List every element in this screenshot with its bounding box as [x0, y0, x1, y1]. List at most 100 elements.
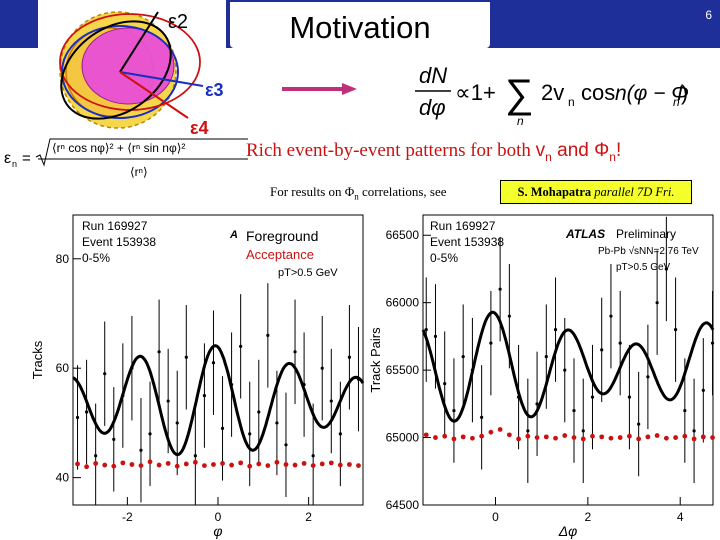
acceptance-point — [543, 434, 549, 440]
y-tick-label: 64500 — [386, 498, 420, 512]
foreground-point — [480, 415, 484, 419]
acceptance-point — [636, 436, 642, 442]
eccentricity-formula: ε n = ⟨rⁿ cos nφ⟩² + ⟨rⁿ sin nφ⟩² ⟨rⁿ⟩ — [4, 138, 248, 179]
acceptance-point — [710, 435, 715, 440]
foreground-point — [239, 344, 243, 348]
foreground-point — [157, 350, 161, 354]
badge-rest: parallel 7D Fri. — [591, 185, 675, 199]
acceptance-point — [211, 462, 216, 467]
foreground-point — [618, 341, 622, 345]
track-pairs-chart: Run 169927 Event 153938 0-5% ATLAS Preli… — [368, 214, 715, 539]
acceptance-point — [93, 461, 99, 466]
acceptance-point — [256, 461, 262, 467]
foreground-point — [248, 432, 252, 436]
acceptance-point — [460, 434, 466, 440]
foreground-point — [646, 375, 650, 379]
acceptance-point — [590, 433, 595, 439]
legend-foreground: Foreground — [246, 228, 318, 244]
nucleon-cloud — [59, 11, 204, 129]
foreground-point — [266, 333, 270, 337]
acceptance-point — [84, 464, 89, 470]
ann-pt: pT>0.5 GeV — [278, 267, 338, 279]
y-tick-label: 66000 — [386, 296, 420, 310]
ann-run: Run 169927 — [430, 219, 496, 233]
foreground-point — [590, 395, 595, 399]
foreground-point — [148, 432, 152, 436]
acceptance-point — [356, 463, 361, 469]
acceptance-point — [433, 435, 438, 440]
ann-pt: pT>0.5 GeV — [616, 262, 671, 273]
formula-arg-close: ) — [681, 82, 688, 105]
ann-collision: Pb-Pb √sNN=2.76 TeV — [598, 245, 699, 257]
x-tick-label: 0 — [215, 510, 222, 524]
foreground-point — [572, 408, 576, 413]
acceptance-point — [506, 432, 512, 438]
x-tick-label: -2 — [122, 510, 133, 524]
y-tick-label: 60 — [56, 361, 70, 375]
foreground-point — [637, 422, 641, 426]
ann-run: Run 169927 — [82, 219, 148, 233]
eccentricity-diagram: ε2 ε3 ε4 — [38, 0, 226, 140]
acceptance-point — [156, 462, 162, 468]
foreground-point — [257, 410, 261, 414]
x-tick-label: 0 — [492, 510, 499, 524]
acceptance-point — [75, 461, 80, 467]
foreground-point — [311, 454, 315, 458]
eps-denominator: ⟨rⁿ⟩ — [130, 165, 148, 179]
acceptance-point — [310, 463, 316, 469]
acceptance-point — [534, 435, 540, 440]
diagram-label-e4: ε4 — [190, 118, 209, 138]
eps-numerator: ⟨rⁿ cos nφ⟩² + ⟨rⁿ sin nφ⟩² — [52, 141, 185, 155]
slide-title: Motivation — [230, 2, 490, 48]
acceptance-point — [663, 435, 669, 441]
formula-cos: cos — [581, 80, 615, 105]
acceptance-point — [608, 435, 614, 441]
foreground-point — [507, 314, 511, 318]
foreground-point — [175, 421, 179, 425]
acceptance-point — [347, 462, 352, 467]
ann-centrality: 0-5% — [430, 251, 458, 265]
y-tick-label: 80 — [56, 252, 70, 266]
y-axis-label: Track Pairs — [368, 327, 383, 393]
foreground-point — [443, 382, 447, 386]
foreground-point — [452, 408, 456, 413]
foreground-acceptance-chart: Run 169927 Event 153938 0-5% pT>0.5 GeV … — [30, 214, 365, 539]
foreground-point — [526, 429, 530, 433]
page-number: 6 — [705, 8, 712, 22]
rich-sub2: n — [609, 149, 616, 164]
acceptance-point — [442, 433, 448, 439]
foreground-point — [581, 429, 585, 433]
foreground-point — [166, 399, 170, 403]
foreground-point — [664, 267, 668, 271]
foreground-point — [710, 341, 715, 345]
foreground-point — [433, 334, 438, 338]
acceptance-point — [120, 460, 126, 466]
foreground-point — [338, 432, 342, 436]
foreground-point — [275, 421, 279, 425]
formula-arg-sub: n — [673, 95, 680, 109]
rich-sub1: n — [545, 149, 552, 164]
foreground-point — [211, 361, 216, 365]
acceptance-point — [654, 433, 660, 438]
foreground-point — [424, 328, 428, 332]
formula-term-sub: n — [568, 95, 575, 109]
rich-bang: ! — [615, 140, 622, 161]
foreground-fit-line — [72, 344, 365, 457]
acceptance-point — [111, 463, 117, 469]
acceptance-point — [328, 460, 334, 466]
foreground-point — [609, 314, 613, 318]
foreground-point — [220, 426, 225, 430]
foreground-point — [75, 415, 80, 420]
formula-prop: ∝1+ — [455, 80, 496, 105]
foreground-point — [347, 355, 352, 359]
acceptance-point — [645, 434, 651, 440]
foreground-point — [553, 328, 558, 332]
formula-arg: n(φ − Φ — [615, 82, 689, 105]
acceptance-point — [138, 463, 144, 469]
acceptance-point — [451, 436, 457, 442]
acceptance-point — [470, 435, 475, 441]
formula-term: 2v — [541, 80, 564, 105]
foreground-point — [535, 402, 539, 406]
acceptance-point — [682, 433, 688, 439]
foreground-point — [84, 410, 89, 414]
